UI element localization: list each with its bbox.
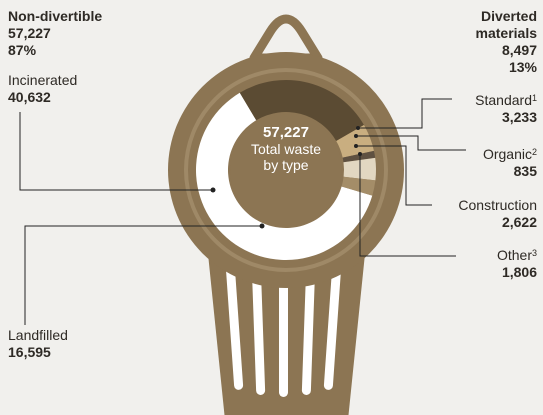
lid-handle <box>249 14 323 63</box>
donut-hole <box>230 114 342 226</box>
item-label: Landfilled 16,595 <box>8 327 68 361</box>
item-label: Organic2 835 <box>483 146 537 180</box>
item-note: 1 <box>531 93 537 103</box>
group-share: 13% <box>508 59 537 75</box>
leader-line <box>356 145 432 206</box>
item-name: Incinerated <box>8 72 78 88</box>
group-label: Diverted materials 8,497 13% <box>457 8 537 76</box>
group-name: Diverted materials <box>475 8 537 41</box>
leader-dots <box>210 126 362 229</box>
leader-line <box>24 225 262 325</box>
item-value: 40,632 <box>8 89 51 105</box>
donut-segment <box>336 125 374 158</box>
group-name: Non-divertible <box>8 8 103 24</box>
item-value: 1,806 <box>501 264 537 280</box>
donut-segment <box>239 80 364 141</box>
item-label: Standard1 3,233 <box>475 92 537 126</box>
item-name: Other <box>496 247 532 263</box>
center-value: 57,227 <box>263 124 309 141</box>
group-label: Non-divertible 57,227 87% <box>8 8 102 59</box>
item-note: 2 <box>531 147 537 157</box>
item-name: Standard <box>475 92 532 108</box>
item-name: Landfilled <box>8 327 68 343</box>
leader-line <box>358 98 452 129</box>
item-label: Construction 2,622 <box>458 197 537 231</box>
item-label: Other3 1,806 <box>497 247 537 281</box>
item-name: Organic <box>482 146 532 162</box>
bin-slots <box>225 265 342 397</box>
group-total: 8,497 <box>501 42 537 58</box>
donut-segment <box>342 150 376 163</box>
donut-segment <box>341 176 376 196</box>
leader-line <box>356 135 466 151</box>
group-total: 57,227 <box>8 25 51 41</box>
group-share: 87% <box>8 42 37 58</box>
donut-segment <box>195 92 373 261</box>
item-value: 16,595 <box>8 344 51 360</box>
leader-line <box>19 112 213 191</box>
item-label: Incinerated 40,632 <box>8 72 77 106</box>
item-name: Construction <box>458 197 537 213</box>
item-note: 3 <box>531 248 537 258</box>
donut <box>195 80 376 261</box>
center-text: Total waste by type <box>250 141 322 173</box>
center-label: 57,227 Total waste by type <box>236 124 336 174</box>
item-value: 3,233 <box>501 109 537 125</box>
leader-line <box>359 154 456 257</box>
lid-ring <box>184 68 388 272</box>
item-value: 835 <box>513 163 537 179</box>
item-value: 2,622 <box>501 214 537 230</box>
